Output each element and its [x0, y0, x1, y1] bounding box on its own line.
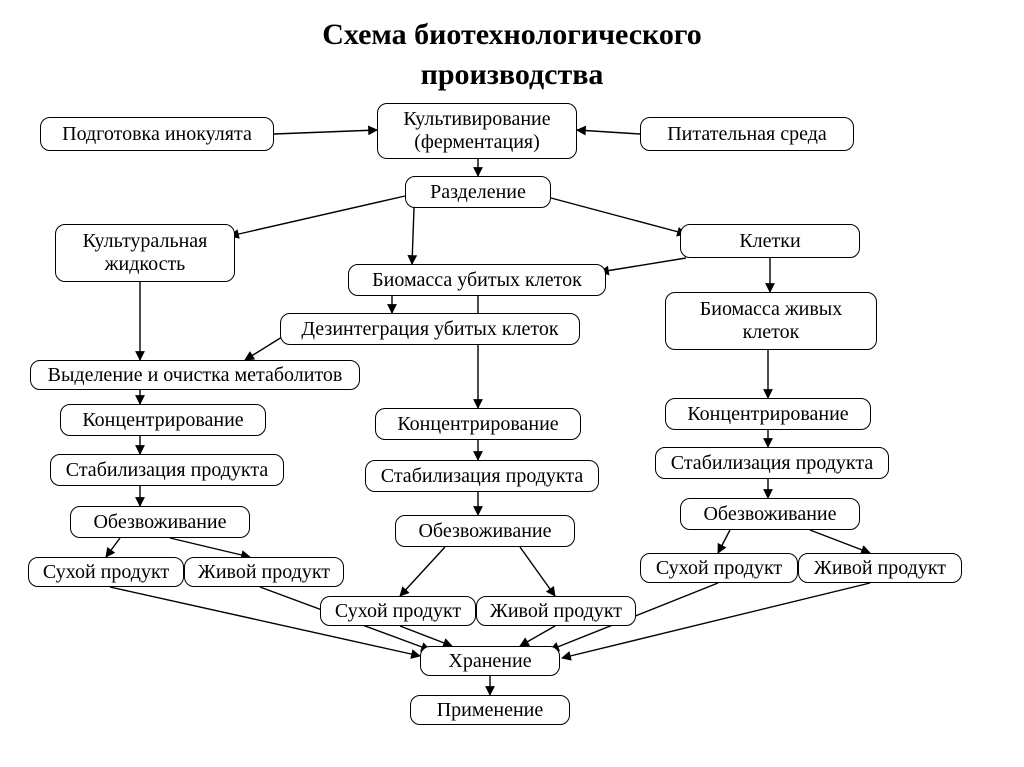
node-live-product-3: Живой продукт — [798, 553, 962, 583]
node-culture-liquid: Культуральнаяжидкость — [55, 224, 235, 282]
node-metabolite-isolation: Выделение и очистка метаболитов — [30, 360, 360, 390]
node-application: Применение — [410, 695, 570, 725]
node-nutrient-medium: Питательная среда — [640, 117, 854, 151]
node-cells: Клетки — [680, 224, 860, 258]
node-dead-biomass: Биомасса убитых клеток — [348, 264, 606, 296]
node-storage: Хранение — [420, 646, 560, 676]
node-dry-product-1: Сухой продукт — [28, 557, 184, 587]
node-disintegration: Дезинтеграция убитых клеток — [280, 313, 580, 345]
node-dry-product-3: Сухой продукт — [640, 553, 798, 583]
node-concentration-1: Концентрирование — [60, 404, 266, 436]
node-live-product-1: Живой продукт — [184, 557, 344, 587]
node-inoculum-prep: Подготовка инокулята — [40, 117, 274, 151]
node-live-biomass: Биомасса живыхклеток — [665, 292, 877, 350]
title-line-2: производства — [0, 58, 1024, 92]
node-stabilization-1: Стабилизация продукта — [50, 454, 284, 486]
node-live-product-2: Живой продукт — [476, 596, 636, 626]
node-dehydration-2: Обезвоживание — [395, 515, 575, 547]
node-cultivation: Культивирование(ферментация) — [377, 103, 577, 159]
title-line-1: Схема биотехнологического — [0, 18, 1024, 52]
node-dry-product-2: Сухой продукт — [320, 596, 476, 626]
node-stabilization-2: Стабилизация продукта — [365, 460, 599, 492]
node-dehydration-3: Обезвоживание — [680, 498, 860, 530]
node-concentration-2: Концентрирование — [375, 408, 581, 440]
node-concentration-3: Концентрирование — [665, 398, 871, 430]
node-separation: Разделение — [405, 176, 551, 208]
node-stabilization-3: Стабилизация продукта — [655, 447, 889, 479]
node-dehydration-1: Обезвоживание — [70, 506, 250, 538]
